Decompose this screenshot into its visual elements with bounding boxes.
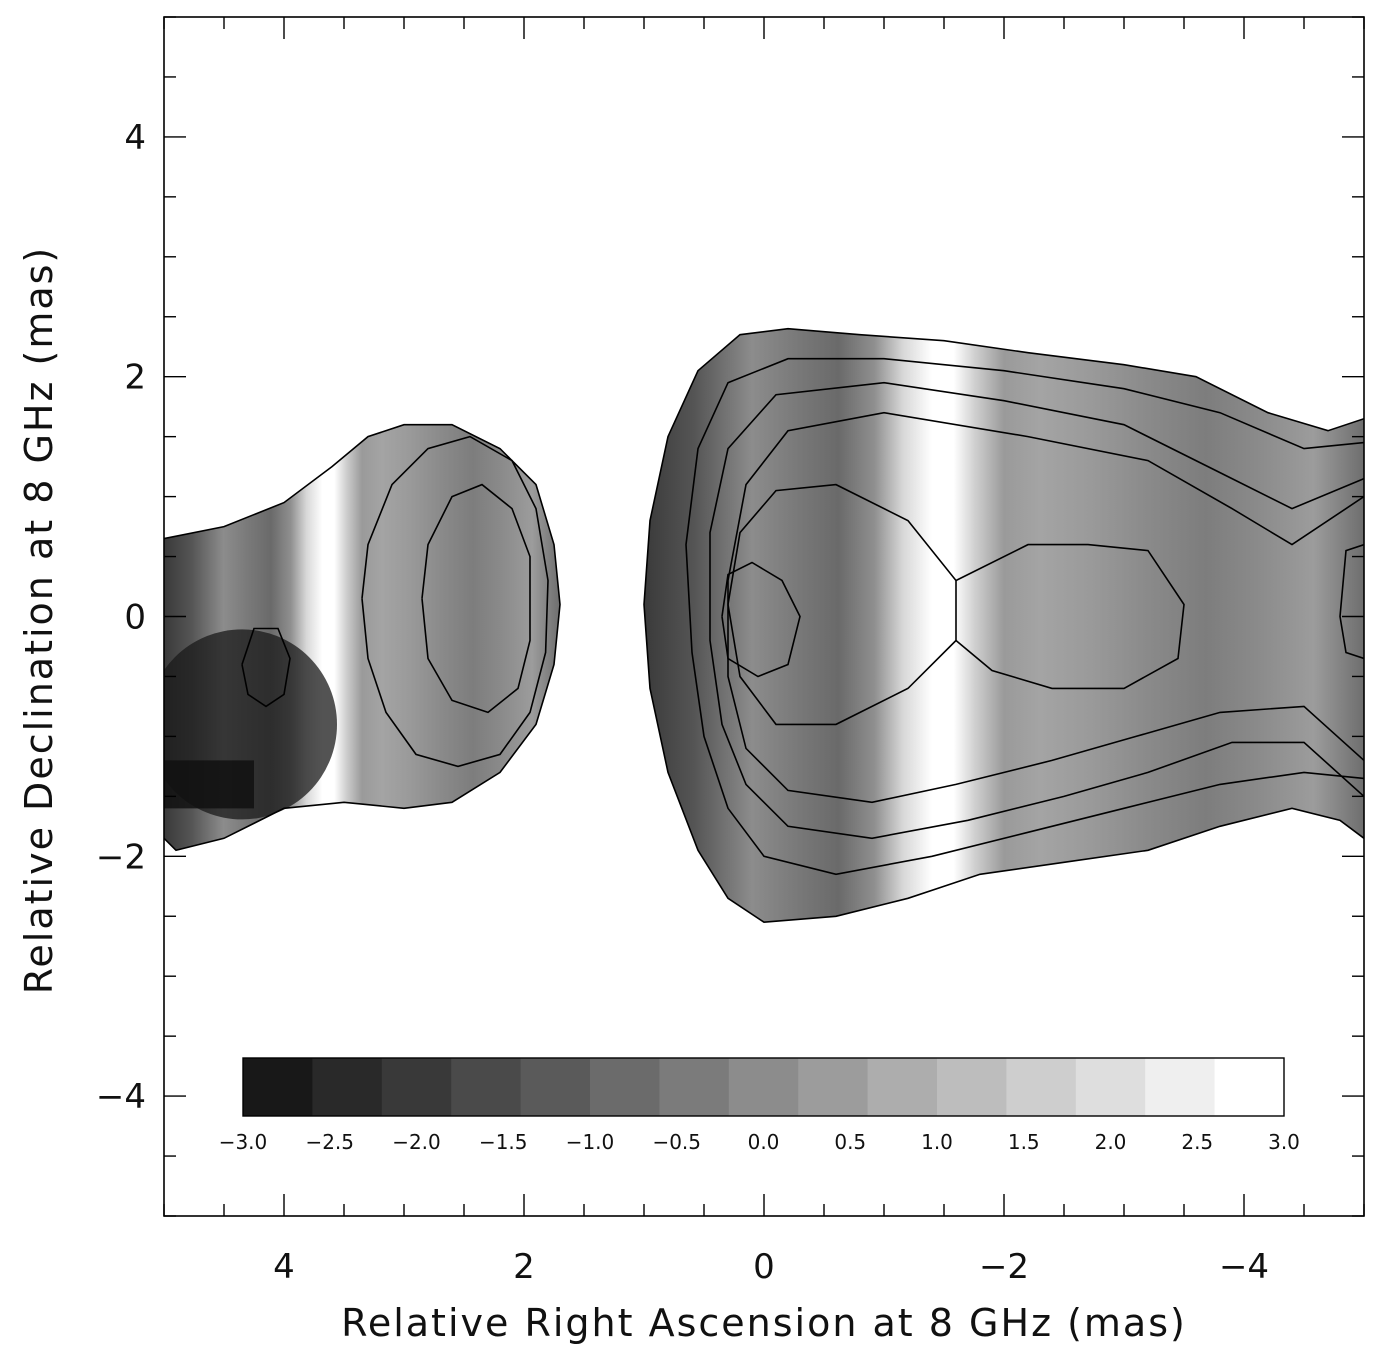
contour-level-1 (643, 604, 1364, 924)
contour-level-2 (361, 435, 549, 768)
contour-level-5 (955, 543, 1185, 690)
colorbar-tick-label: 3.0 (1268, 1130, 1300, 1154)
colorbar-swatch (937, 1058, 1007, 1116)
colorbar-tick-label: 0.0 (748, 1130, 780, 1154)
x-tick-label: −2 (979, 1247, 1029, 1287)
emission-image (164, 328, 1364, 923)
contour-level-6 (721, 561, 801, 678)
colorbar-frame (242, 1057, 1285, 1117)
colorbar-tick-label: 0.5 (834, 1130, 866, 1154)
colorbar-swatch (451, 1058, 522, 1116)
contour-level-6 (1339, 543, 1364, 660)
y-axis-tick-labels: 4 2 0 −2 −4 (96, 118, 146, 1117)
colorbar-swatch (1006, 1058, 1077, 1116)
colorbar-swatch (381, 1058, 452, 1116)
contour-level-3 (709, 381, 1364, 840)
y-tick-label: −4 (96, 1077, 146, 1117)
contour-level-1 (643, 327, 1364, 605)
colorbar-swatch (312, 1058, 383, 1116)
contour-level-2 (685, 357, 1364, 876)
colorbar-tick-label: 2.5 (1181, 1130, 1213, 1154)
colorbar-tick-label: 1.0 (921, 1130, 953, 1154)
colorbar (242, 1057, 1285, 1117)
contour-level-5 (727, 483, 957, 726)
colorbar-swatch (243, 1058, 313, 1116)
x-tick-label: 0 (753, 1247, 775, 1287)
colorbar-swatch (590, 1058, 660, 1116)
colorbar-swatch (659, 1058, 730, 1116)
contour-level-3 (421, 483, 531, 714)
y-tick-label: 0 (124, 598, 146, 638)
colorbar-swatch (728, 1058, 799, 1116)
x-axis-title: Relative Right Ascension at 8 GHz (mas) (341, 1301, 1187, 1345)
colorbar-tick-label: −0.5 (652, 1130, 701, 1154)
colorbar-tick-labels: −3.0 −2.5 −2.0 −1.5 −1.0 −0.5 0.0 0.5 1.0 1.5 2.0 2… (219, 1130, 1300, 1154)
y-axis-ticks (164, 16, 1364, 1217)
colorbar-tick-label: −1.0 (566, 1130, 615, 1154)
colorbar-swatch (798, 1058, 869, 1116)
colorbar-tick-label: −1.5 (479, 1130, 528, 1154)
colorbar-tick-label: −2.0 (392, 1130, 441, 1154)
x-axis-ticks (163, 17, 1365, 1216)
contour-level-1 (164, 423, 561, 852)
colorbar-tick-label: −3.0 (219, 1130, 268, 1154)
colorbar-swatch (867, 1058, 938, 1116)
colorbar-swatch (1214, 1058, 1285, 1116)
colorbar-swatch (1075, 1058, 1146, 1116)
colorbar-tick-label: −2.5 (305, 1130, 354, 1154)
x-tick-label: 4 (273, 1247, 295, 1287)
y-tick-label: −2 (96, 837, 146, 877)
dark-edge (164, 760, 254, 809)
x-tick-label: −4 (1219, 1247, 1269, 1287)
colorbar-tick-label: 2.0 (1095, 1130, 1127, 1154)
contour-level-4 (241, 627, 291, 708)
contour-lines (164, 327, 1364, 924)
contour-level-4 (727, 411, 1364, 804)
core-jet-shading (644, 328, 1364, 923)
y-tick-label: 4 (124, 118, 146, 158)
colorbar-tick-label: 1.5 (1008, 1130, 1040, 1154)
y-axis-title: Relative Declination at 8 GHz (mas) (17, 246, 61, 995)
x-tick-label: 2 (513, 1247, 535, 1287)
colorbar-swatch (520, 1058, 591, 1116)
x-axis-tick-labels: 4 2 0 −2 −4 (273, 1247, 1269, 1287)
y-tick-label: 2 (124, 358, 146, 398)
colorbar-swatch (1145, 1058, 1216, 1116)
